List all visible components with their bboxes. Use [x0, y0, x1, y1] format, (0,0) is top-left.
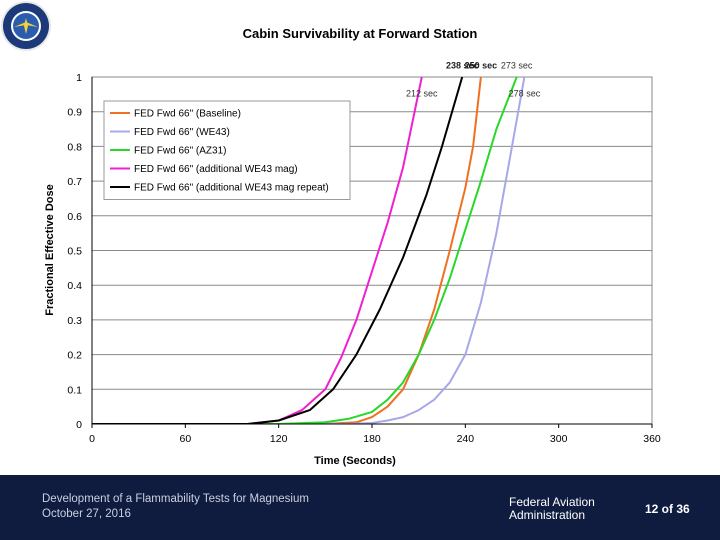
footer-bar: Development of a Flammability Tests for …	[0, 475, 720, 540]
series-layer	[92, 77, 526, 424]
legend-label: FED Fwd 66" (additional WE43 mag repeat)	[134, 183, 329, 194]
series-line-0	[92, 77, 482, 424]
y-tick-label: 0.2	[67, 350, 82, 362]
presentation-title: Development of a Flammability Tests for …	[42, 493, 309, 505]
x-axis-label: Time (Seconds)	[314, 455, 396, 467]
x-tick-label: 0	[89, 433, 95, 445]
legend-label: FED Fwd 66" (additional WE43 mag)	[134, 164, 298, 175]
x-tick-label: 240	[457, 433, 475, 445]
y-tick-label: 0.8	[67, 141, 82, 153]
agency-name: Federal Aviation Administration	[509, 496, 595, 522]
axis-layer: 0 0.1 0.2 0.3 0.4 0.5 0.6 0.7 0.8 0.9 1 0 60 120 180 24…	[67, 72, 661, 445]
x-tick-label: 300	[550, 433, 568, 445]
y-tick-label: 0.5	[67, 246, 82, 258]
legend-label: FED Fwd 66" (Baseline)	[134, 109, 241, 120]
legend-label: FED Fwd 66" (AZ31)	[134, 146, 226, 157]
y-tick-label: 0.7	[67, 176, 82, 188]
presentation-date: October 27, 2016	[42, 508, 131, 520]
annotation-label: 273 sec	[501, 61, 533, 71]
y-tick-label: 1	[76, 72, 82, 84]
series-line-1	[92, 77, 526, 424]
x-tick-label: 120	[270, 433, 288, 445]
legend-box	[103, 100, 351, 200]
chart: Cabin Survivability at Forward Station 0…	[44, 26, 661, 467]
y-tick-label: 0.6	[67, 211, 82, 223]
agency-name-line2: Administration	[509, 508, 586, 522]
legend-label: FED Fwd 66" (WE43)	[134, 127, 230, 138]
page-number: 12 of 36	[645, 502, 690, 516]
y-tick-label: 0.9	[67, 107, 82, 119]
annotation-label: 278 sec	[509, 88, 541, 98]
y-tick-label: 0.4	[67, 280, 82, 292]
annotation-label: 250 sec	[465, 61, 498, 71]
annotation-label: 238 sec	[446, 61, 479, 71]
y-tick-label: 0.3	[67, 315, 82, 327]
x-tick-label: 360	[643, 433, 661, 445]
y-axis-label: Fractional Effective Dose	[44, 184, 56, 315]
y-tick-label: 0	[76, 419, 82, 431]
legend: FED Fwd 66" (Baseline) FED Fwd 66" (WE43)…	[103, 100, 351, 200]
series-line-4	[92, 77, 464, 424]
agency-name-line1: Federal Aviation	[509, 495, 595, 509]
annotation-label: 212 sec	[406, 88, 438, 98]
x-tick-label: 60	[179, 433, 191, 445]
y-tick-label: 0.1	[67, 384, 82, 396]
series-line-2	[92, 77, 518, 424]
chart-title: Cabin Survivability at Forward Station	[243, 26, 478, 41]
x-tick-label: 180	[363, 433, 381, 445]
faa-seal-icon	[1, 1, 51, 51]
footer-left: Development of a Flammability Tests for …	[42, 492, 309, 522]
